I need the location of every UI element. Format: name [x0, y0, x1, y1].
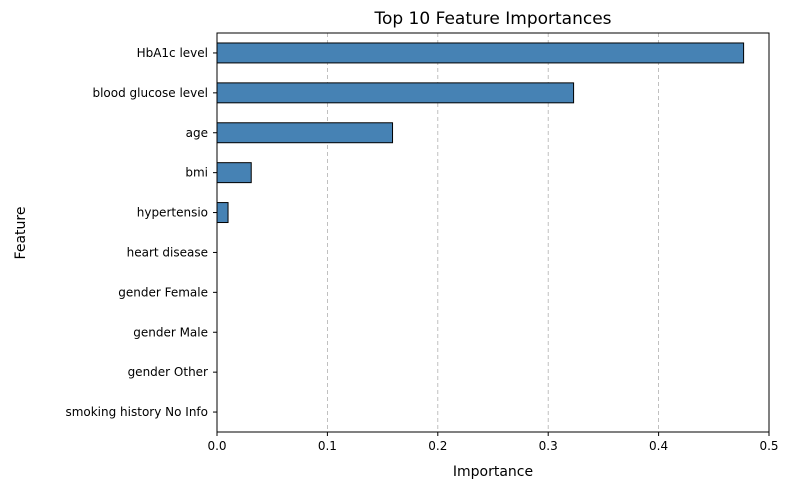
y-tick-label: gender Female: [118, 285, 208, 299]
x-tick-label: 0.2: [428, 439, 447, 453]
bar: [216, 82, 575, 104]
x-axis-label: Importance: [453, 464, 533, 480]
bar: [216, 162, 252, 184]
y-tick-label: blood glucose level: [92, 86, 208, 100]
y-tick-label: gender Other: [128, 365, 208, 379]
bar: [216, 122, 394, 144]
y-tick-label: gender Male: [133, 325, 208, 339]
y-tick-label: age: [186, 126, 208, 140]
y-tick-label: heart disease: [127, 245, 208, 259]
y-axis-ticks: HbA1c level blood glucose level age bmi hype…: [65, 46, 217, 419]
x-tick-label: 0.5: [759, 439, 778, 453]
x-tick-label: 0.3: [539, 439, 558, 453]
x-tick-label: 0.0: [207, 439, 226, 453]
bar: [216, 202, 229, 224]
x-tick-label: 0.1: [318, 439, 337, 453]
chart-title: Top 10 Feature Importances: [373, 9, 611, 29]
y-axis-label: Feature: [13, 207, 29, 260]
y-tick-label: HbA1c level: [137, 46, 208, 60]
x-tick-label: 0.4: [649, 439, 668, 453]
y-tick-label: smoking history No Info: [65, 405, 208, 419]
bar: [216, 42, 745, 64]
bars: [216, 42, 745, 224]
y-tick-label: hypertensio: [137, 206, 208, 220]
plot-frame: [216, 32, 770, 433]
x-axis-ticks: 0.0 0.1 0.2 0.3 0.4 0.5: [207, 432, 779, 453]
y-tick-label: bmi: [185, 166, 208, 180]
